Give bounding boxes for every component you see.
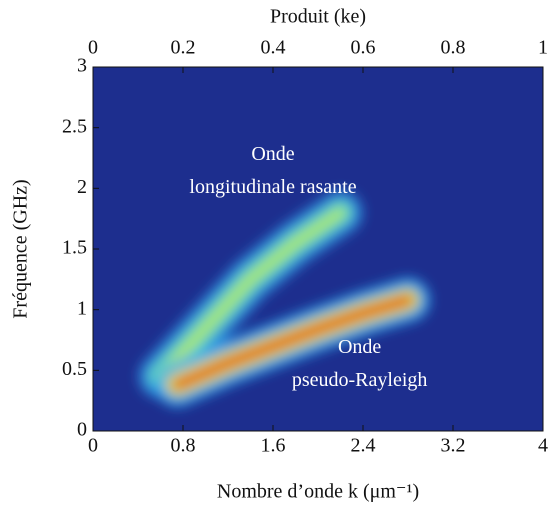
y-tick-label: 2.5 <box>62 115 87 137</box>
x2-tick-label: 1 <box>538 37 548 59</box>
x2-tick-label: 0.4 <box>261 37 286 59</box>
y-tick-label: 1 <box>77 297 87 319</box>
annotation: longitudinale rasante <box>189 176 356 198</box>
x-tick-label: 0 <box>88 435 98 457</box>
x-tick-label: 4 <box>538 435 548 457</box>
plot-area <box>93 67 543 431</box>
x-tick-label: 2.4 <box>351 435 376 457</box>
x2-tick-label: 0 <box>88 37 98 59</box>
annotation: Onde <box>251 143 294 165</box>
y-tick-label: 2 <box>77 176 87 198</box>
annotation: pseudo-Rayleigh <box>292 369 428 391</box>
x-tick-label: 3.2 <box>441 435 466 457</box>
x2-tick-label: 0.8 <box>441 37 466 59</box>
y-tick-label: 1.5 <box>62 237 87 259</box>
y-tick-label: 3 <box>77 55 87 77</box>
y-tick-label: 0.5 <box>62 358 87 380</box>
y-axis-label: Fréquence (GHz) <box>10 179 32 318</box>
x-tick-label: 0.8 <box>171 435 196 457</box>
ridge <box>155 207 346 382</box>
heatmap <box>138 190 430 407</box>
x-axis-label: Nombre d’onde k (μm⁻¹) <box>217 481 419 503</box>
x-tick-label: 1.6 <box>261 435 286 457</box>
y-tick-label: 0 <box>77 419 87 441</box>
x2-tick-label: 0.6 <box>351 37 376 59</box>
x2-axis-label: Produit (ke) <box>270 6 366 28</box>
ridge <box>172 294 413 390</box>
annotation: Onde <box>338 336 381 358</box>
x2-tick-label: 0.2 <box>171 37 196 59</box>
